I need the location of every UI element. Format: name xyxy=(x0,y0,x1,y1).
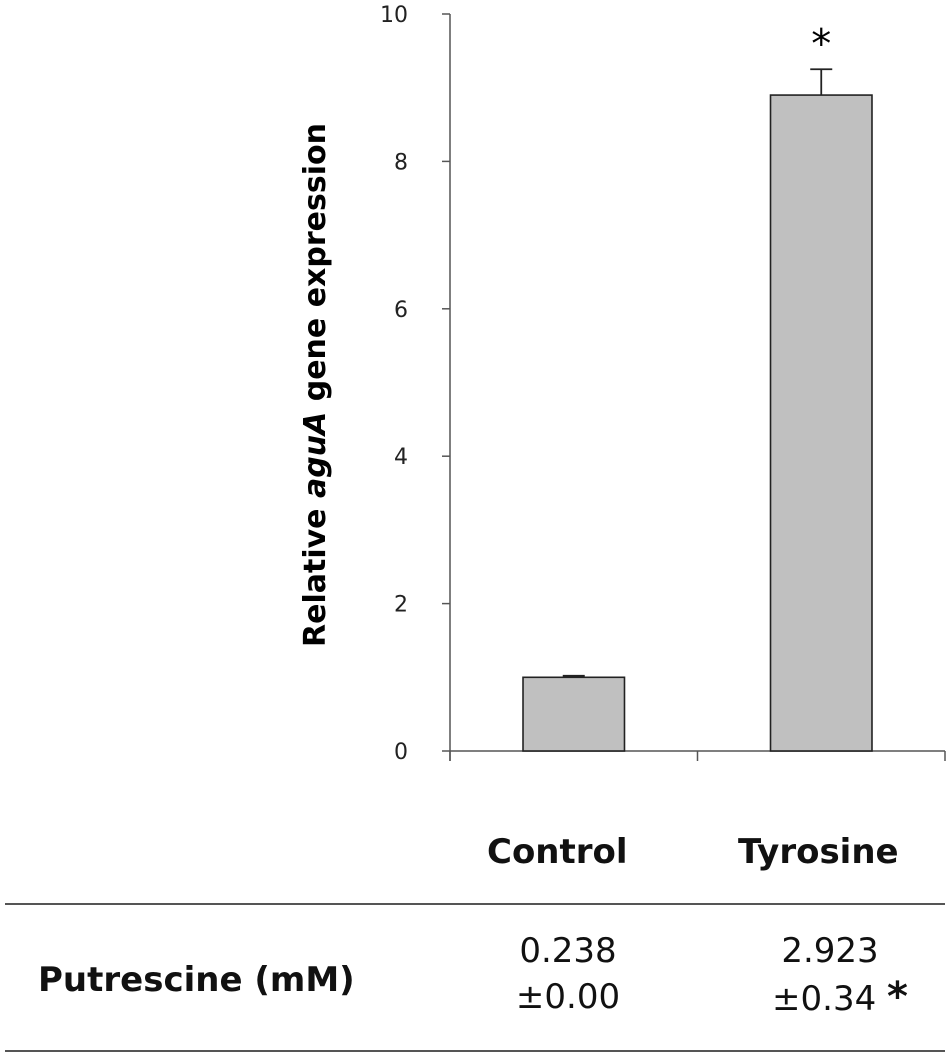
control-sd: ±0.00 xyxy=(515,977,621,1017)
y-tick-label: 2 xyxy=(394,593,408,618)
bar-chart: Relative aguA gene expression 0 2 4 6 8 10 * xyxy=(298,3,946,765)
tyrosine-mean: 2.923 xyxy=(781,931,879,971)
bar-tyrosine xyxy=(769,94,873,752)
tyrosine-significance-star: * xyxy=(887,974,908,1020)
tyrosine-sd-row: ±0.34 * xyxy=(745,974,935,1022)
table-bottom-rule xyxy=(5,1050,945,1052)
y-tick-label: 0 xyxy=(394,740,408,765)
tyrosine-putrescine-cell: 2.923 ±0.34 * xyxy=(745,928,935,1022)
control-putrescine-cell: 0.238 ±0.00 xyxy=(488,928,648,1020)
table-row-label: Putrescine (mM) xyxy=(38,960,355,1000)
significance-star-tyrosine: * xyxy=(811,21,831,67)
control-mean: 0.238 xyxy=(519,931,617,971)
y-tick-label: 10 xyxy=(380,3,408,28)
table-top-rule xyxy=(5,903,945,905)
y-tick-label: 6 xyxy=(394,298,408,323)
y-axis-label: Relative aguA gene expression xyxy=(298,123,333,647)
y-tick-label: 8 xyxy=(394,150,408,175)
bar-control xyxy=(522,676,626,752)
table-header-tyrosine: Tyrosine xyxy=(738,832,899,872)
tyrosine-sd: ±0.34 xyxy=(772,979,877,1019)
y-tick-label: 4 xyxy=(394,445,408,470)
table-header-control: Control xyxy=(487,832,628,872)
